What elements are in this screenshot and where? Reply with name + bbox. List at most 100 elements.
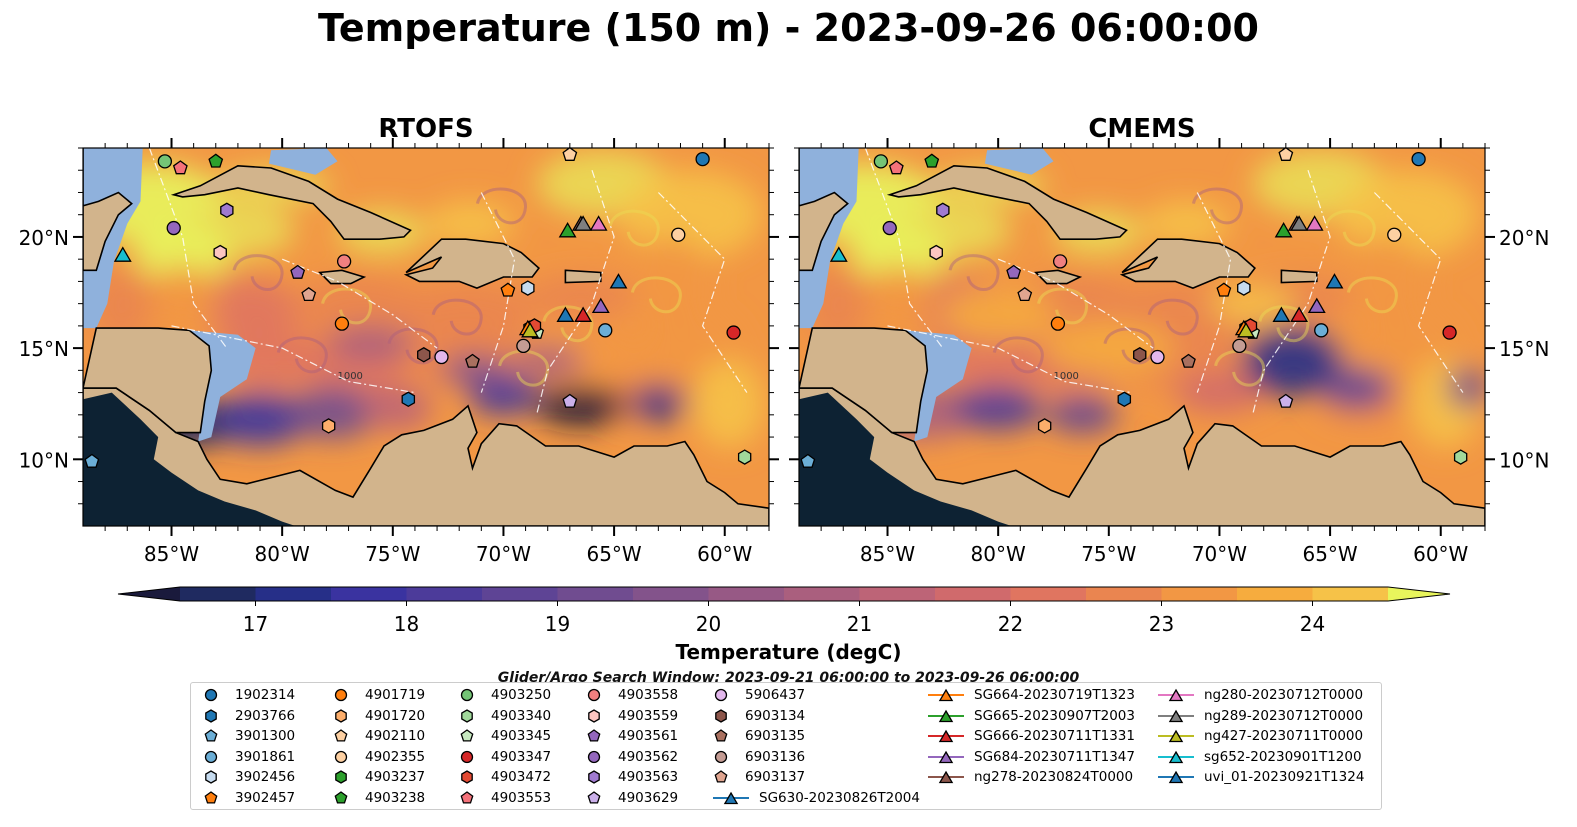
colorbar-extend-low: [118, 587, 180, 601]
argo-float-marker: [1050, 316, 1066, 331]
legend-marker: [938, 688, 954, 702]
argo-float-marker: [84, 453, 100, 468]
hexagon-icon: [335, 770, 347, 785]
legend-item-argo: 4901720: [331, 708, 425, 724]
temperature-patch: [1321, 368, 1393, 409]
legend-item-argo: 6903136: [711, 749, 805, 765]
circle-icon: [204, 688, 218, 702]
lon-tick-label: 60°W: [697, 542, 752, 566]
legend-item-argo: 4903553: [457, 790, 551, 806]
eez-boundary: [997, 258, 1154, 349]
argo-float-marker: [417, 347, 431, 363]
legend-marker: [204, 729, 218, 742]
pentagon-icon: [460, 791, 474, 804]
shallow-shelf: [268, 148, 338, 175]
legend-marker: [938, 771, 954, 784]
colorbar-tick-label: 20: [696, 612, 721, 636]
legend-label: SG666-20230711T1331: [974, 728, 1135, 745]
legend-label: 4903340: [491, 707, 552, 724]
pentagon-icon: [204, 791, 218, 804]
legend-label: 4903562: [618, 748, 679, 765]
temperature-patch: [620, 170, 763, 260]
temperature-patch: [693, 359, 765, 449]
argo-float-marker: [737, 449, 752, 465]
legend-item-glider: ng280-20230712T0000: [1156, 687, 1363, 703]
argo-float-marker: [800, 453, 816, 468]
hexagon-icon: [335, 708, 347, 723]
argo-float-marker: [1453, 449, 1468, 465]
eez-boundary: [171, 325, 415, 394]
colorbar-bin: [708, 587, 785, 601]
glider-marker: [1274, 222, 1293, 238]
legend-marker: [461, 708, 473, 723]
argo-float-marker: [1037, 418, 1052, 434]
legend-item-argo: 6903135: [711, 728, 805, 744]
legend-item-glider: SG666-20230711T1331: [926, 728, 1135, 744]
argo-float-marker: [598, 323, 613, 338]
colorbar-extend-high: [1388, 587, 1450, 601]
legend-marker: [714, 770, 728, 783]
contour-label: 1000: [1053, 371, 1078, 382]
legend-label: ng280-20230712T0000: [1204, 687, 1364, 703]
legend-marker: [335, 770, 347, 785]
legend-item-argo: 4903250: [457, 687, 551, 703]
argo-float-marker: [1017, 286, 1033, 302]
panel-title-rtofs: RTOFS: [378, 114, 474, 144]
island: [886, 164, 1128, 240]
legend-marker: [587, 750, 601, 763]
island: [1280, 269, 1318, 284]
temperature-patch: [426, 201, 515, 246]
temperature-patch: [288, 385, 378, 440]
legend-label: 4903558: [618, 687, 679, 703]
legend-marker: [715, 708, 727, 723]
pentagon-icon: [714, 729, 728, 742]
hexagon-icon: [205, 770, 217, 785]
triangle-icon: [928, 771, 964, 784]
eddy-swirl: [1191, 187, 1243, 225]
circle-icon: [587, 688, 601, 702]
argo-float-marker: [434, 349, 449, 365]
triangle-icon: [1158, 771, 1194, 784]
legend-marker: [460, 729, 474, 742]
colorbar-bin: [255, 587, 332, 601]
lon-tick-label: 85°W: [860, 542, 915, 566]
temperature-patch: [361, 385, 433, 431]
argo-float-marker: [882, 220, 897, 236]
triangle-icon: [713, 791, 749, 805]
island: [1034, 269, 1083, 285]
legend-item-argo: 3902456: [201, 769, 295, 785]
temperature-patch: [1042, 321, 1176, 375]
triangle-icon: [928, 688, 964, 702]
lat-tick-label: 10°N: [19, 448, 69, 472]
eez-boundary: [536, 170, 615, 415]
hexagon-icon: [205, 708, 217, 723]
legend-marker: [205, 770, 217, 785]
pentagon-icon: [204, 729, 218, 742]
glider-marker: [1237, 322, 1255, 338]
circle-icon: [334, 688, 348, 702]
land: [799, 387, 1485, 526]
island: [403, 238, 540, 289]
colorbar-bin: [1086, 587, 1162, 601]
legend-marker: [1168, 750, 1184, 763]
colorbar-bin: [482, 587, 558, 601]
colorbar-bin: [859, 587, 936, 601]
argo-float-marker: [301, 286, 317, 302]
eez-boundary: [148, 148, 228, 349]
lon-tick-label: 80°W: [971, 542, 1026, 566]
shallow-shelf: [83, 148, 143, 329]
argo-float-marker: [695, 151, 710, 167]
lon-tick-label: 70°W: [1192, 542, 1247, 566]
eddy-swirl: [1346, 276, 1398, 314]
legend-marker: [588, 708, 600, 723]
shallow-shelf: [189, 330, 256, 442]
triangle-icon: [1158, 750, 1194, 763]
colorbar-tick-label: 17: [243, 612, 268, 636]
argo-float-marker: [929, 244, 943, 261]
argo-float-marker: [465, 353, 480, 368]
pentagon-icon: [334, 791, 348, 804]
argo-float-marker: [936, 202, 950, 219]
temperature-patch: [512, 345, 584, 378]
colorbar-bin: [180, 587, 256, 601]
glider-marker: [1290, 215, 1309, 231]
